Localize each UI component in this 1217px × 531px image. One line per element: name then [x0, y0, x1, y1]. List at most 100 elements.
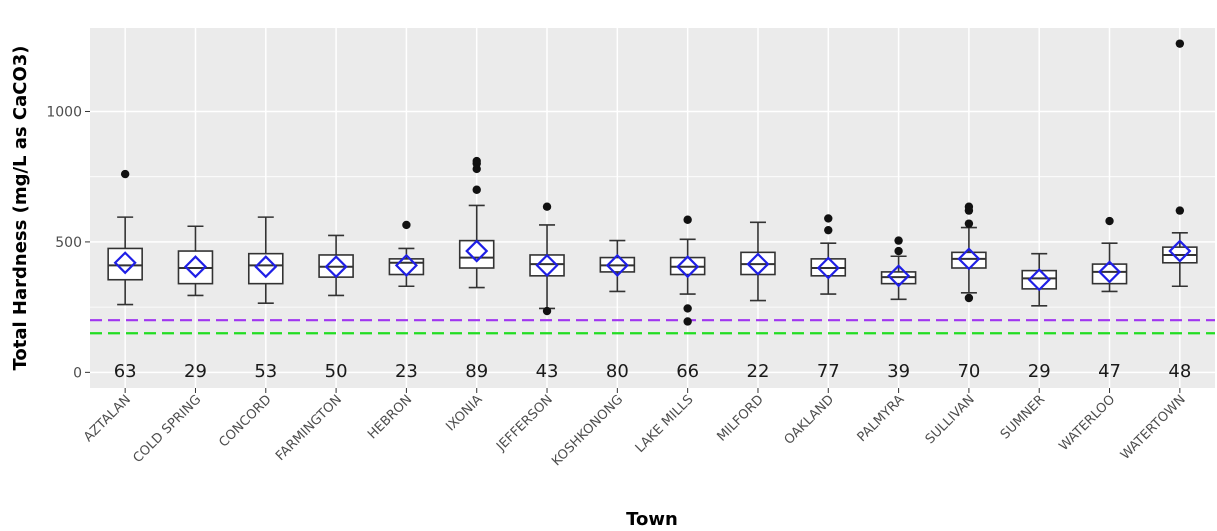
box-iqr — [247, 252, 284, 285]
outlier-point — [824, 225, 833, 235]
x-tick-label: AZTALAN — [81, 392, 134, 445]
box-watertown — [1162, 39, 1198, 288]
outlier-point — [1105, 216, 1114, 226]
x-tick-label: WATERLOO — [1057, 392, 1119, 454]
outlier-point — [472, 185, 481, 194]
box-sumner — [1021, 252, 1058, 307]
y-axis-title: Total Hardness (mg/L as CaCO3) — [10, 45, 31, 370]
box-waterloo — [1091, 216, 1128, 293]
x-tick-label: COLD SPRING — [130, 392, 204, 466]
x-tick-label: PALMYRA — [855, 392, 908, 445]
box-farmington — [318, 234, 354, 297]
count-label: 63 — [114, 361, 137, 382]
x-tick-label: SULLIVAN — [923, 392, 978, 447]
box-sullivan — [951, 202, 987, 303]
mean-marker — [746, 252, 770, 276]
x-tick-label: CONCORD — [216, 392, 274, 450]
outlier-point — [894, 246, 903, 256]
x-tick-label: MILFORD — [714, 392, 766, 444]
box-series — [107, 39, 1198, 326]
box-iqr — [1021, 269, 1058, 290]
count-label: 89 — [465, 361, 488, 382]
mean-marker — [1097, 260, 1122, 284]
outlier-point — [964, 219, 974, 228]
count-labels: 63 29 53 50 23 89 43 80 66 22 77 39 70 29 47 48 — [114, 361, 1192, 382]
outlier-point — [1175, 206, 1185, 215]
box-lake-mills — [669, 215, 706, 326]
y-tick-label: 1000 — [46, 104, 82, 120]
mean-marker — [605, 253, 629, 277]
reference-lines — [90, 319, 1215, 335]
outlier-point — [964, 293, 974, 303]
x-tick-label: LAKE MILLS — [633, 392, 697, 456]
count-label: 29 — [184, 361, 207, 382]
mean-marker — [1168, 239, 1192, 263]
x-tick-label: HEBRON — [365, 392, 415, 442]
plot-panel — [90, 28, 1215, 388]
box-jefferson — [529, 202, 565, 316]
mean-marker — [465, 239, 489, 263]
box-ixonia — [458, 156, 495, 289]
y-tick-label: 500 — [55, 235, 82, 251]
outlier-point — [683, 304, 692, 313]
count-label: 22 — [747, 361, 770, 382]
box-iqr — [529, 254, 565, 277]
box-cold-spring — [177, 225, 214, 297]
box-iqr — [951, 251, 987, 269]
x-tick-label: KOSHKONONG — [549, 392, 626, 469]
mean-marker — [113, 251, 137, 275]
box-iqr — [458, 239, 495, 269]
count-label: 29 — [1028, 361, 1051, 382]
outlier-point — [683, 215, 692, 224]
count-label: 66 — [676, 361, 699, 382]
outlier-point — [964, 202, 974, 211]
box-oakland — [810, 214, 847, 295]
mean-marker — [887, 264, 911, 288]
mean-marker — [957, 247, 981, 271]
x-tick-label: IXONIA — [443, 392, 485, 434]
mean-marker — [254, 255, 278, 279]
count-label: 70 — [957, 361, 980, 382]
outlier-point — [472, 156, 481, 166]
outlier-point — [542, 202, 552, 211]
mean-marker — [676, 255, 700, 279]
count-label: 39 — [887, 361, 910, 382]
outlier-point — [683, 317, 692, 326]
box-koshkonong — [599, 239, 636, 293]
x-tick-label: WATERTOWN — [1118, 392, 1189, 463]
outlier-point — [824, 214, 833, 223]
x-tick-label: SUMNER — [998, 392, 1048, 442]
box-hebron — [388, 220, 425, 288]
count-label: 43 — [536, 361, 559, 382]
mean-marker — [816, 256, 840, 280]
mean-marker — [535, 253, 559, 277]
mean-marker — [1027, 268, 1051, 292]
outlier-point — [402, 220, 411, 230]
count-label: 48 — [1168, 361, 1191, 382]
x-tick-label: FARMINGTON — [273, 392, 345, 464]
outlier-point — [120, 169, 130, 179]
x-tick-label: OAKLAND — [782, 392, 838, 448]
box-milford — [740, 221, 776, 302]
outlier-point — [894, 236, 903, 245]
box-aztalan — [107, 169, 143, 306]
mean-marker — [183, 255, 208, 279]
count-label: 77 — [817, 361, 840, 382]
box-palmyra — [880, 236, 917, 301]
box-concord — [247, 216, 284, 305]
count-label: 47 — [1098, 361, 1121, 382]
mean-marker — [324, 255, 348, 279]
count-label: 50 — [325, 361, 348, 382]
y-tick-label: 0 — [73, 365, 82, 381]
box-iqr — [388, 258, 425, 276]
y-axis: 0 500 1000 — [46, 104, 90, 381]
count-label: 80 — [606, 361, 629, 382]
outlier-point — [1175, 39, 1185, 48]
x-axis-title: Town — [626, 509, 678, 530]
outlier-point — [542, 306, 552, 316]
count-label: 23 — [395, 361, 418, 382]
mean-marker — [394, 253, 418, 277]
x-tick-label: JEFFERSON — [493, 392, 556, 455]
